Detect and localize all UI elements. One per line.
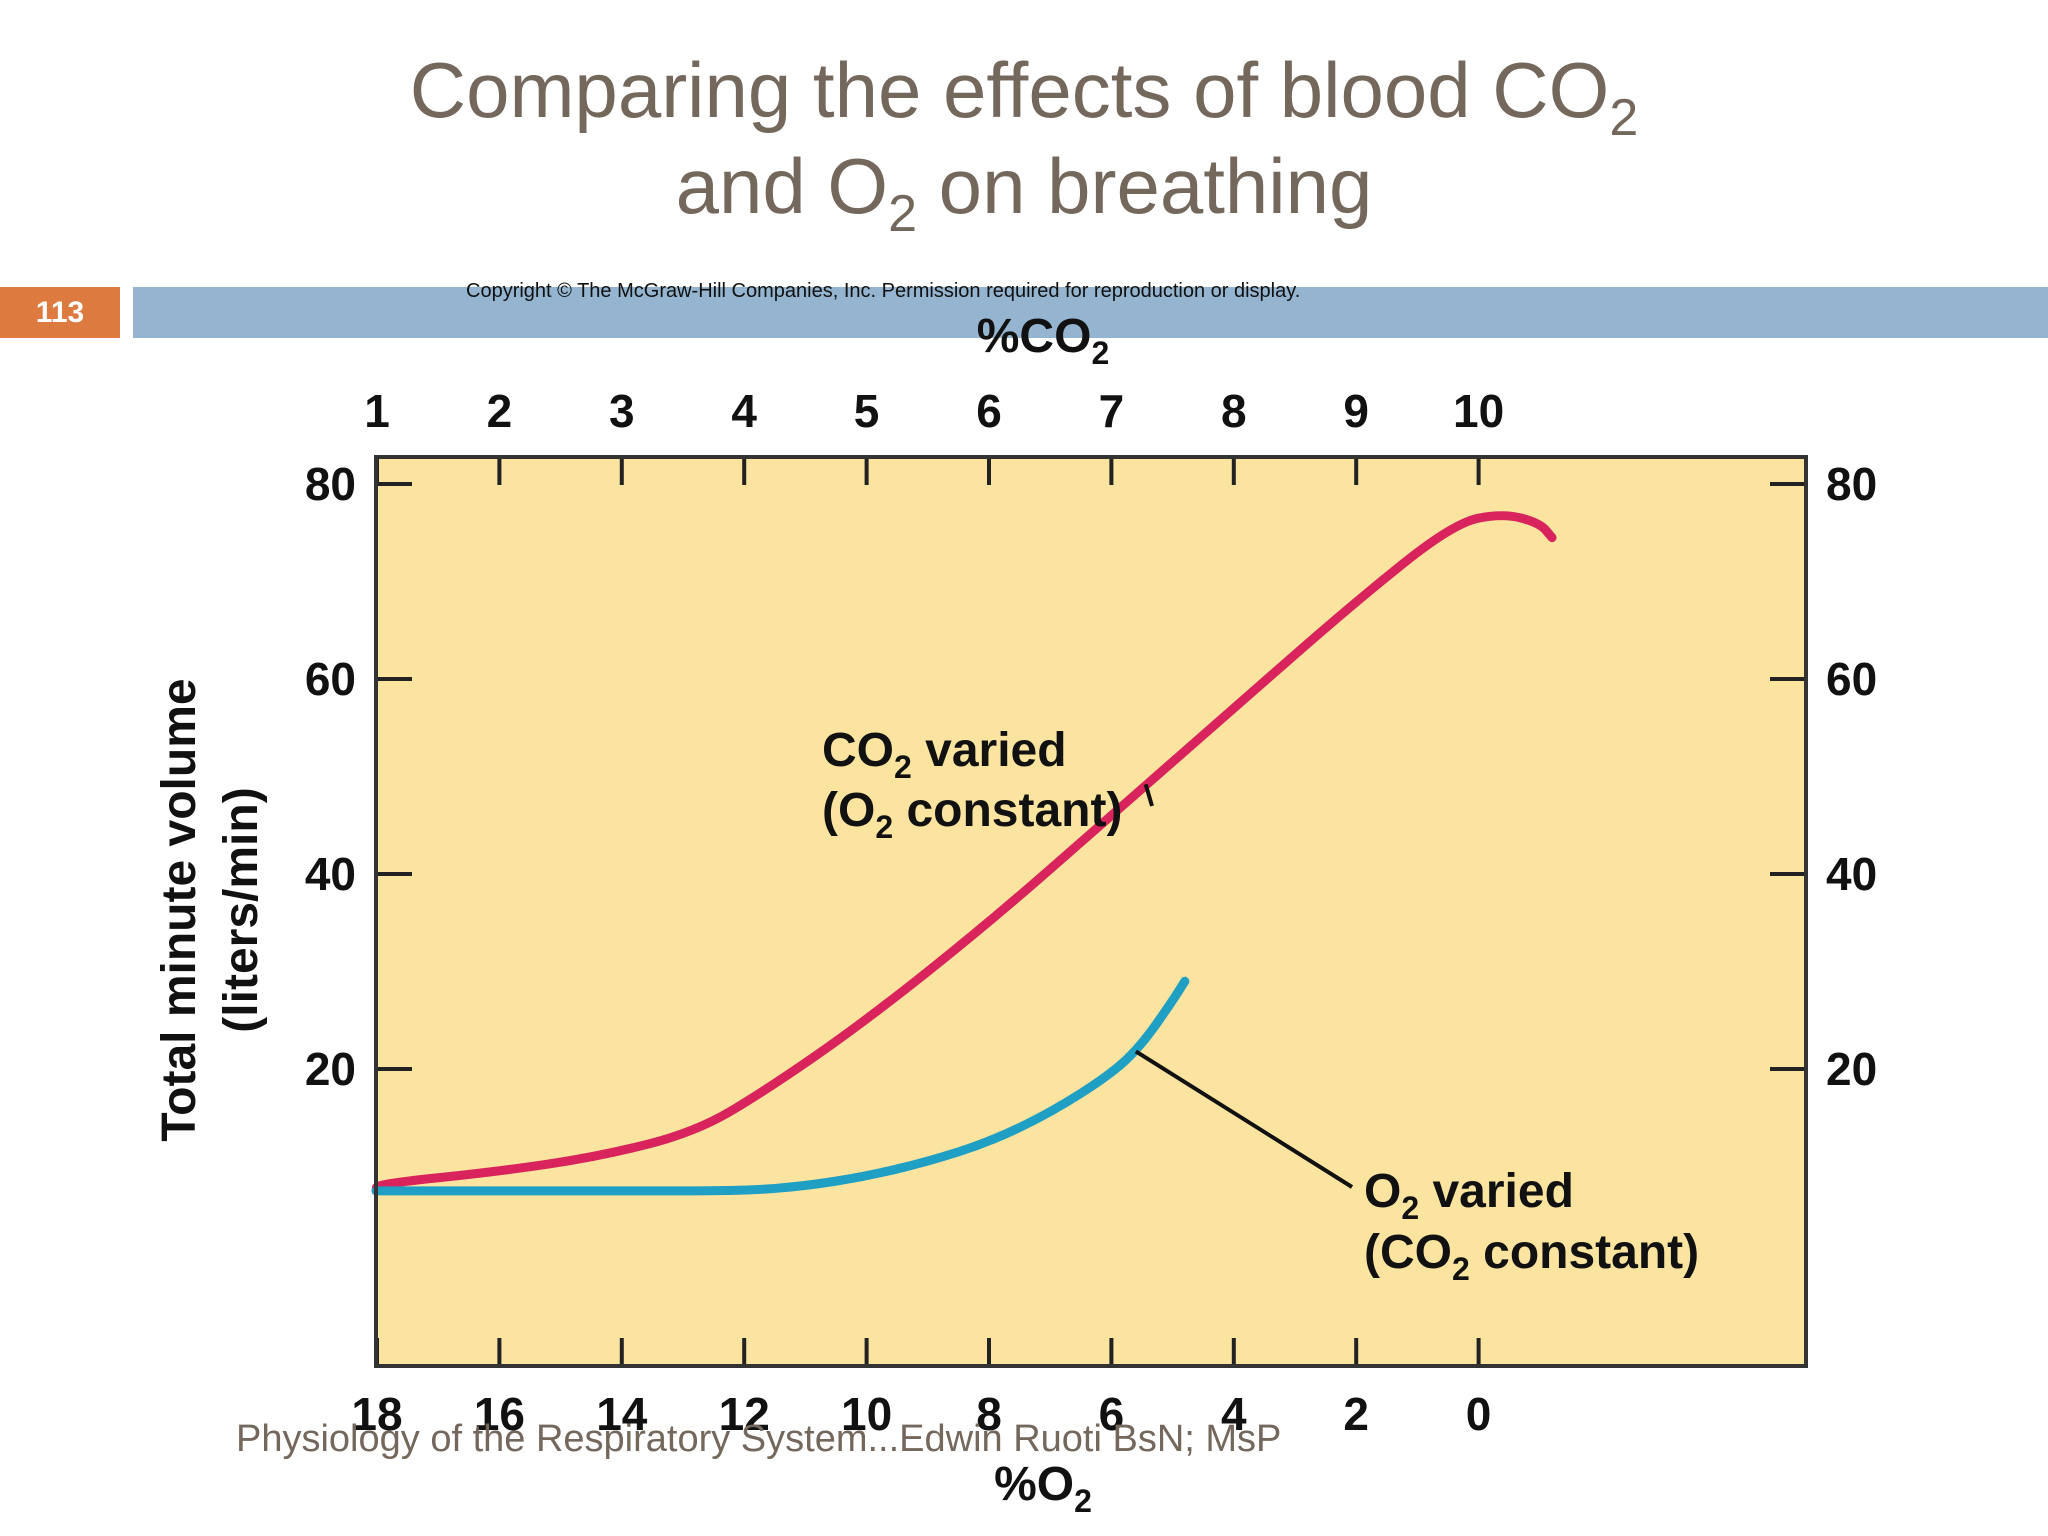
x-bottom-tick-label: 12 bbox=[719, 1388, 770, 1440]
x-top-tick-label: 9 bbox=[1343, 385, 1369, 437]
slide-title-line-2: and O2 on breathing bbox=[675, 142, 1373, 243]
co2-varied-series-line bbox=[371, 511, 1557, 1196]
plot-frame bbox=[374, 455, 1808, 1368]
y-axis-title-line-1: Total minute volume bbox=[153, 678, 206, 1141]
x-top-tick-label: 6 bbox=[976, 385, 1002, 437]
o2-varied-series-line bbox=[371, 976, 1190, 1196]
copyright-notice: Copyright © The McGraw-Hill Companies, I… bbox=[466, 280, 1301, 302]
y-left-tick-label: 60 bbox=[305, 653, 356, 705]
x-top-tick-label: 5 bbox=[854, 385, 880, 437]
y-right-tick-label: 60 bbox=[1826, 653, 1877, 705]
plot-area bbox=[376, 457, 1806, 1366]
y-left-tick-label: 40 bbox=[305, 848, 356, 900]
x-bottom-tick-label: 4 bbox=[1221, 1388, 1247, 1440]
o2-annotation-leader bbox=[1134, 1049, 1354, 1189]
x-bottom-tick-label: 10 bbox=[841, 1388, 892, 1440]
y-right-tick-label: 20 bbox=[1826, 1043, 1877, 1095]
co2-annotation-line-2: (O2 constant) bbox=[822, 784, 1122, 845]
page-number-badge: 113 bbox=[0, 287, 120, 338]
x-top-tick-label: 8 bbox=[1221, 385, 1247, 437]
x-bottom-tick-label: 16 bbox=[474, 1388, 525, 1440]
o2-annotation-line-2: (CO2 constant) bbox=[1364, 1226, 1699, 1287]
slide-title-line-1: Comparing the effects of blood CO2 bbox=[409, 46, 1639, 147]
header-banner bbox=[133, 287, 2048, 338]
co2-annotation-leader bbox=[1143, 783, 1154, 807]
y-right-tick-label: 80 bbox=[1826, 458, 1877, 510]
x-bottom-tick-label: 2 bbox=[1343, 1388, 1369, 1440]
x-top-axis-title: %CO2 bbox=[977, 310, 1109, 371]
y-axis-title-line-2: (liters/min) bbox=[215, 787, 268, 1032]
x-top-tick-label: 1 bbox=[364, 385, 390, 437]
x-bottom-tick-label: 14 bbox=[596, 1388, 648, 1440]
o2-annotation-line-1: O2 varied bbox=[1364, 1165, 1574, 1226]
x-top-tick-label: 10 bbox=[1453, 385, 1504, 437]
co2-annotation-line-1: CO2 varied bbox=[822, 724, 1067, 785]
x-bottom-tick-label: 6 bbox=[1099, 1388, 1125, 1440]
x-top-tick-label: 3 bbox=[609, 385, 635, 437]
y-left-tick-label: 80 bbox=[305, 458, 356, 510]
x-bottom-tick-label: 0 bbox=[1466, 1388, 1492, 1440]
y-right-tick-label: 40 bbox=[1826, 848, 1877, 900]
x-top-tick-label: 4 bbox=[731, 385, 757, 437]
x-bottom-axis-title: %O2 bbox=[994, 1458, 1092, 1519]
slide-footer: Physiology of the Respiratory System...E… bbox=[236, 1418, 1282, 1460]
y-left-tick-label: 20 bbox=[305, 1043, 356, 1095]
x-bottom-tick-label: 8 bbox=[976, 1388, 1002, 1440]
x-bottom-tick-label: 18 bbox=[351, 1388, 402, 1440]
x-top-tick-label: 7 bbox=[1099, 385, 1125, 437]
x-top-tick-label: 2 bbox=[487, 385, 513, 437]
annotations: CO2 varied (O2 constant) O2 varied (CO2 … bbox=[822, 724, 1699, 1287]
series-lines bbox=[371, 511, 1557, 1196]
